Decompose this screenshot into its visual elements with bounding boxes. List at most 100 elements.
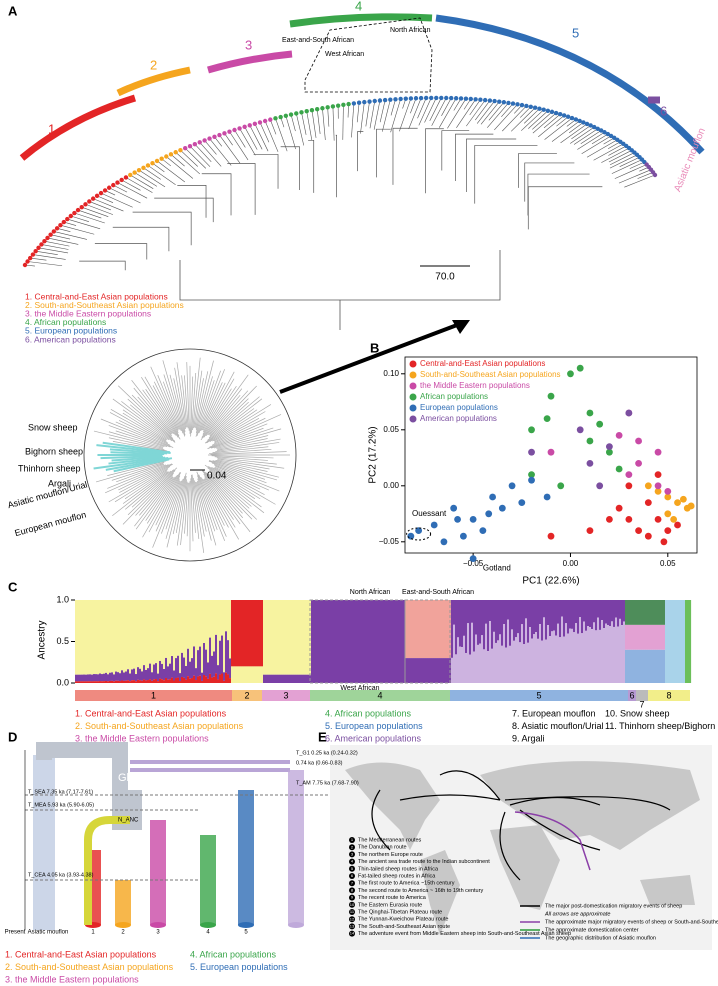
tree-branch — [586, 139, 618, 158]
ancestry-segment — [641, 649, 644, 683]
tip — [33, 248, 38, 254]
tree-branch — [32, 254, 66, 260]
ancestry-segment — [95, 674, 98, 682]
annotation: Gotland — [483, 564, 511, 573]
clade-label: 2 — [150, 57, 157, 72]
ancestry-segment — [663, 624, 666, 650]
ancestry-segment — [171, 677, 174, 683]
radial-branch — [165, 478, 184, 539]
ancestry-segment — [387, 600, 390, 683]
tip — [257, 120, 263, 125]
tip — [192, 142, 198, 147]
ancestry-segment — [503, 600, 506, 625]
inferred-route — [514, 811, 591, 871]
ancestry-segment — [399, 600, 402, 683]
ancestry-segment — [209, 673, 212, 683]
ancestry-segment — [279, 600, 282, 675]
tip — [524, 103, 529, 109]
tip — [482, 97, 488, 103]
ancestry-segment — [261, 666, 264, 683]
tree-branch — [219, 134, 241, 164]
ancestry-segment — [431, 658, 434, 683]
ancestry-segment — [297, 600, 300, 675]
ancestry-segment — [215, 600, 218, 635]
ancestry-segment — [651, 649, 654, 683]
ancestry-segment — [609, 626, 612, 683]
route-number: 12 — [350, 916, 355, 921]
ancestry-segment — [215, 673, 218, 683]
tree-branch — [518, 153, 557, 188]
ancestry-segment — [201, 600, 204, 673]
ancestry-segment — [423, 658, 426, 683]
tree-branch — [510, 107, 536, 132]
tree-branch — [306, 111, 313, 141]
ancestry-segment — [317, 600, 320, 683]
tip — [346, 101, 351, 107]
radial-branch — [195, 376, 213, 434]
ancestry-segment — [391, 600, 394, 683]
ancestry-segment — [635, 624, 638, 650]
ancestry-segment — [445, 600, 448, 659]
ancestry-segment — [455, 654, 458, 683]
tip — [608, 133, 614, 139]
ancestry-segment — [113, 674, 116, 682]
ancestry-segment — [365, 600, 368, 683]
ancestry-segment — [251, 666, 254, 683]
radial-branch — [192, 357, 201, 431]
radial-branch — [108, 466, 171, 503]
ancestry-segment — [517, 633, 520, 683]
ancestry-segment — [375, 600, 378, 683]
tree-branch — [447, 98, 467, 129]
population-pillar — [33, 755, 55, 930]
ancestry-segment — [165, 677, 168, 683]
tree-branch — [177, 184, 207, 218]
ancestry-segment — [343, 600, 346, 683]
tip — [569, 115, 575, 121]
ancestry-segment — [131, 600, 134, 670]
ancestry-segment — [499, 600, 502, 635]
ancestry-segment — [575, 600, 578, 624]
radial-branch — [198, 474, 227, 537]
ancestry-segment — [393, 600, 396, 683]
ancestry-segment — [621, 600, 624, 626]
ancestry-segment — [651, 624, 654, 650]
ancestry-segment — [103, 600, 106, 674]
ancestry-segment — [297, 674, 300, 683]
ancestry-segment — [635, 649, 638, 683]
tip — [48, 232, 53, 237]
ancestry-segment — [87, 600, 90, 675]
ancestry-segment — [655, 624, 658, 650]
ancestry-segment — [419, 658, 422, 683]
ancestry-segment — [141, 671, 144, 681]
ancestry-segment — [543, 600, 546, 618]
ancestry-segment — [687, 600, 690, 683]
ancestry-segment — [471, 622, 474, 683]
radial-branch — [209, 409, 258, 442]
ancestry-segment — [269, 600, 272, 675]
tree-branch — [488, 102, 505, 121]
ancestry-segment — [143, 679, 146, 683]
tip — [449, 95, 454, 101]
annotation-box — [309, 599, 406, 684]
ancestry-segment — [83, 681, 86, 683]
point — [625, 471, 633, 478]
ancestry-segment — [555, 635, 558, 683]
tip — [141, 165, 146, 170]
ancestry-segment — [197, 650, 200, 677]
ancestry-segment — [547, 625, 550, 683]
ancestry-segment — [633, 600, 636, 625]
point — [670, 516, 678, 523]
ancestry-segment — [645, 600, 648, 625]
tree-branch — [295, 113, 305, 146]
tree-branch — [614, 164, 647, 179]
ancestry-segment — [175, 658, 178, 679]
ancestry-segment — [253, 666, 256, 683]
lineage-base — [150, 922, 166, 928]
radial-branch — [195, 380, 215, 437]
route — [504, 796, 671, 811]
tree-branch — [527, 173, 590, 216]
tree-branch — [152, 162, 165, 173]
ancestry-segment — [155, 679, 158, 683]
ancestry-segment — [497, 600, 500, 641]
group-bar — [232, 690, 262, 701]
